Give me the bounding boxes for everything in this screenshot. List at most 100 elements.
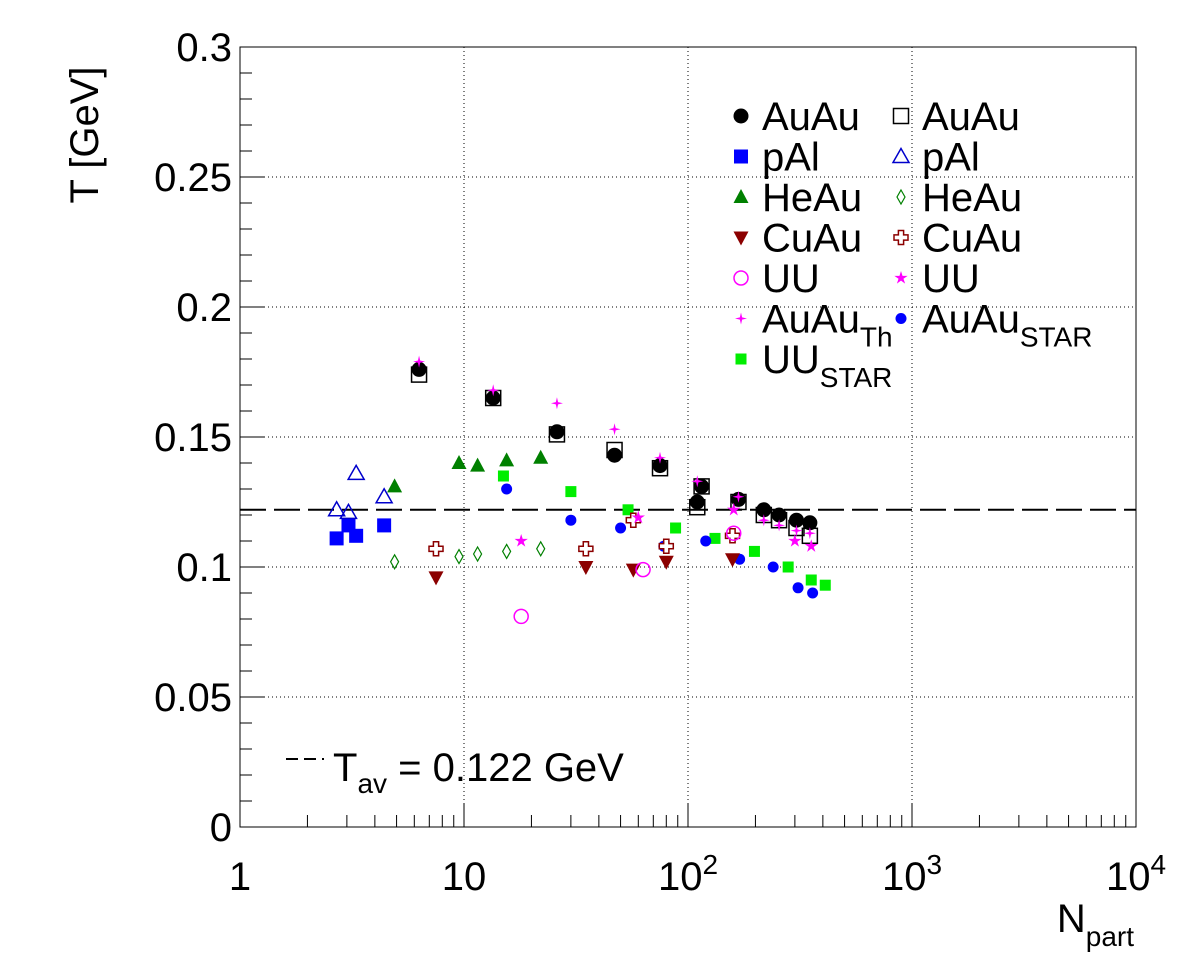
y-tick-label: 0.15 [154, 416, 232, 460]
x-tick-exponent: 4 [1150, 849, 1166, 880]
x-tick-base: 10 [658, 855, 703, 899]
legend-marker [733, 189, 749, 203]
data-point [807, 587, 819, 599]
data-point [578, 561, 594, 575]
data-point [578, 541, 594, 557]
data-point [428, 541, 444, 557]
data-point [377, 518, 392, 533]
data-point [454, 548, 464, 565]
data-point [748, 545, 760, 557]
legend-marker [896, 188, 906, 206]
legend-label-main: AuAu [762, 298, 860, 342]
data-point [631, 510, 645, 524]
data-point [689, 494, 705, 510]
x-tick-label: 104 [1106, 849, 1166, 899]
legend-entry: UU [894, 257, 980, 301]
x-tick-base: 10 [882, 855, 927, 899]
data-point [608, 423, 621, 436]
legend-marker [733, 270, 749, 286]
y-axis-label: T [GeV] [63, 66, 107, 203]
legend-label-sub: STAR [820, 362, 893, 393]
data-point [805, 574, 817, 586]
legend-label-main: UU [762, 257, 820, 301]
legend-marker [894, 271, 908, 284]
data-point [533, 449, 549, 464]
legend-entry: UU [733, 257, 820, 301]
data-point [658, 538, 675, 554]
legend-label: UUSTAR [762, 338, 892, 393]
legend-entry: CuAu [733, 217, 862, 261]
data-point [499, 452, 515, 467]
data-point [700, 535, 712, 547]
tav-annotation-value: = 0.122 GeV [387, 746, 624, 790]
y-tick-label: 0.3 [176, 26, 232, 70]
legend-entry: AuAu [892, 95, 1020, 139]
y-tick-label: 0.25 [154, 156, 232, 200]
legend-label: AuAuTh [762, 298, 893, 353]
legend-label: AuAu [762, 95, 860, 139]
data-point [565, 514, 577, 526]
legend-entry: AuAuSTAR [895, 298, 1092, 353]
tav-annotation-sub: av [357, 768, 387, 799]
data-point [792, 582, 804, 594]
legend-label-main: CuAu [762, 217, 862, 261]
legend-marker [891, 146, 911, 164]
grid [240, 47, 1136, 827]
data-point [548, 426, 566, 443]
legend-label: CuAu [762, 217, 862, 261]
data-point [782, 561, 794, 573]
legend-label-main: HeAu [762, 176, 862, 220]
data-point [622, 504, 634, 516]
legend-label-main: UU [762, 338, 820, 382]
legend-label: HeAu [922, 176, 1022, 220]
data-point [374, 487, 394, 504]
data-point [550, 397, 563, 410]
data-point [689, 498, 706, 516]
legend-marker [892, 107, 910, 125]
legend-label-main: HeAu [922, 176, 1022, 220]
legend-label: pAl [762, 136, 820, 180]
data-point [757, 514, 770, 527]
data-point [732, 490, 745, 503]
legend-label: AuAu [922, 95, 1020, 139]
data-point [349, 528, 364, 543]
y-tick-label: 0.2 [176, 286, 232, 330]
legend-entry: pAl [734, 136, 820, 180]
x-axis-label-main: N [1057, 897, 1086, 941]
data-point [536, 540, 546, 558]
data-point [767, 561, 779, 573]
legend-label: CuAu [922, 217, 1022, 261]
data-point [501, 543, 512, 560]
data-point [788, 534, 802, 547]
legend-entry: UUSTAR [735, 338, 892, 393]
data-point [549, 424, 565, 440]
legend-entry: CuAu [893, 217, 1022, 261]
data-point [451, 455, 467, 469]
data-point [501, 483, 513, 495]
data-point [327, 500, 346, 517]
x-tick-exponent: 3 [926, 849, 942, 880]
x-tick-label: 103 [882, 849, 942, 899]
data-point [725, 525, 742, 541]
data-point [411, 361, 427, 377]
tav-annotation: Tav = 0.122 GeV [286, 746, 624, 799]
data-point [487, 384, 500, 397]
data-point [346, 463, 366, 481]
legend-entry: AuAuTh [735, 298, 893, 353]
legend-marker [734, 149, 748, 164]
x-tick-base: 10 [1106, 855, 1151, 899]
x-tick-base: 10 [442, 855, 487, 899]
legend-label: AuAuSTAR [922, 298, 1092, 353]
data-point [790, 524, 803, 537]
data-point [670, 522, 682, 534]
data-point [771, 507, 787, 523]
data-point [513, 608, 529, 625]
data-point [724, 528, 741, 544]
data-point [485, 390, 501, 406]
legend-label: HeAu [762, 176, 862, 220]
data-point [709, 532, 721, 544]
data-point [470, 457, 486, 472]
tav-annotation-text: Tav = 0.122 GeV [333, 746, 624, 799]
